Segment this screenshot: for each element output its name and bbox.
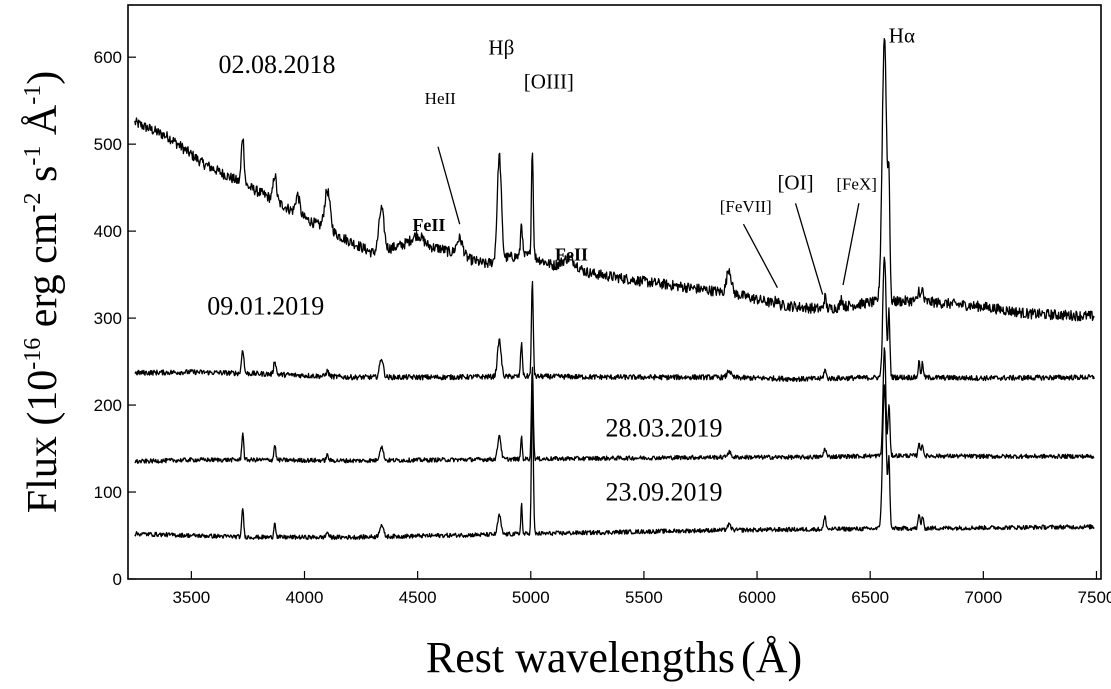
date-label: 02.08.2018 [219,50,336,79]
y-axis-ticks: 0 100 200 300 400 500 600 [94,48,136,589]
date-labels: 02.08.2018 09.01.2019 28.03.2019 23.09.2019 [207,50,722,507]
annotation-leader-line [842,203,860,286]
x-axis-ticks: 3500 4000 4500 5000 5500 6000 6500 7000 7500 [172,571,1111,607]
x-tick-label: 4000 [286,588,324,607]
x-tick-label: 4500 [399,588,437,607]
y-axis-title: Flux (10-16 erg cm-2 s-1 Å-1) [20,71,66,513]
y-tick-label: 500 [94,135,122,154]
x-axis-title-text: Rest wavelengths [426,633,735,682]
y-tick-label: 300 [94,309,122,328]
line-annotation-label: [FeX] [836,174,877,193]
spectrum-line [134,256,1095,383]
line-annotation-label: FeII [412,215,445,235]
plot-frame [127,4,1102,580]
x-axis-unit: Å [756,633,788,682]
x-tick-label: 5000 [512,588,550,607]
line-annotation-label: [FeVII] [720,197,772,216]
y-tick-label: 600 [94,48,122,67]
y-tick-label: 100 [94,483,122,502]
x-tick-label: 3500 [172,588,210,607]
x-tick-label: 7500 [1078,588,1111,607]
date-label: 23.09.2019 [605,478,722,507]
line-annotation-label: HeII [425,89,456,108]
spectrum-line [134,347,1095,464]
y-tick-label: 0 [113,570,122,589]
line-annotation-label: Hβ [488,36,514,60]
x-tick-label: 6500 [851,588,889,607]
line-annotation-label: [OIII] [524,69,574,93]
x-tick-label: 5500 [625,588,663,607]
annotation-leader-line [794,203,824,295]
plot-lines [134,38,1095,541]
annotation-leader-line [742,223,778,288]
x-tick-label: 7000 [964,588,1002,607]
annotation-leader-line [437,146,461,225]
spectrum-line [134,38,1095,322]
line-annotations: HeII Hβ [OIII] FeII FeII [FeVII] [OI] [FeX] Hα [412,23,915,295]
line-annotation-label: Hα [889,23,915,47]
y-tick-label: 200 [94,396,122,415]
line-annotation-label: FeII [555,245,588,265]
spectrum-line [134,384,1095,541]
date-label: 09.01.2019 [207,292,324,321]
date-label: 28.03.2019 [605,413,722,442]
y-tick-label: 400 [94,222,122,241]
x-tick-label: 6000 [738,588,776,607]
x-axis-title: Rest wavelengths (Å) [426,633,802,682]
line-annotation-label: [OI] [777,170,813,194]
